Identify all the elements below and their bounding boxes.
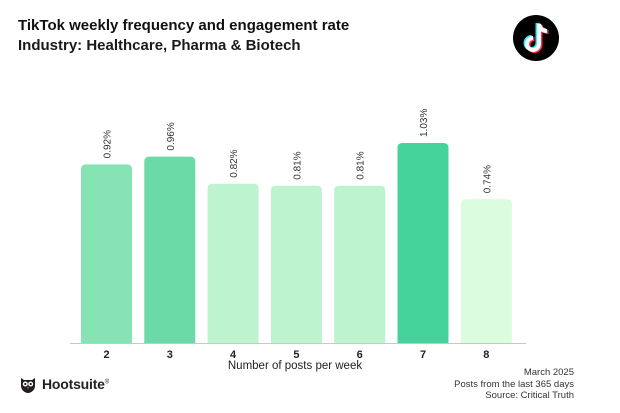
bar (334, 185, 386, 343)
hootsuite-wordmark: Hootsuite® (42, 376, 109, 392)
hootsuite-owl-icon (21, 378, 35, 393)
x-tick-label: 2 (103, 349, 109, 361)
footer-note: Posts from the last 365 days (454, 378, 574, 390)
bar (144, 156, 196, 343)
data-label: 0.96% (166, 122, 177, 150)
tiktok-logo-icon (513, 15, 559, 61)
bar (270, 185, 322, 343)
footer-info: March 2025 Posts from the last 365 days … (454, 367, 574, 402)
data-label: 0.74% (482, 165, 493, 193)
bar (397, 143, 449, 343)
data-label: 0.81% (356, 151, 367, 179)
x-axis-label: Number of posts per week (227, 360, 363, 372)
bar (207, 183, 259, 343)
x-tick-label: 5 (293, 349, 299, 361)
x-tick-label: 4 (230, 349, 237, 361)
data-label: 0.81% (292, 151, 303, 179)
footer-source: Source: Critical Truth (485, 390, 574, 401)
hootsuite-logo: Hootsuite® (18, 374, 109, 394)
data-label: 1.03% (419, 109, 430, 137)
x-tick-label: 8 (483, 349, 489, 361)
data-label: 0.82% (229, 149, 240, 177)
data-label: 0.92% (103, 130, 114, 158)
bar (460, 199, 512, 343)
bar (81, 164, 132, 343)
x-tick-label: 3 (167, 349, 173, 361)
chart-subtitle: Industry: Healthcare, Pharma & Biotech (18, 37, 301, 54)
x-tick-label: 7 (420, 349, 426, 361)
footer-date: March 2025 (523, 367, 574, 378)
x-tick-label: 6 (357, 349, 363, 361)
chart-title: TikTok weekly frequency and engagement r… (18, 17, 350, 34)
